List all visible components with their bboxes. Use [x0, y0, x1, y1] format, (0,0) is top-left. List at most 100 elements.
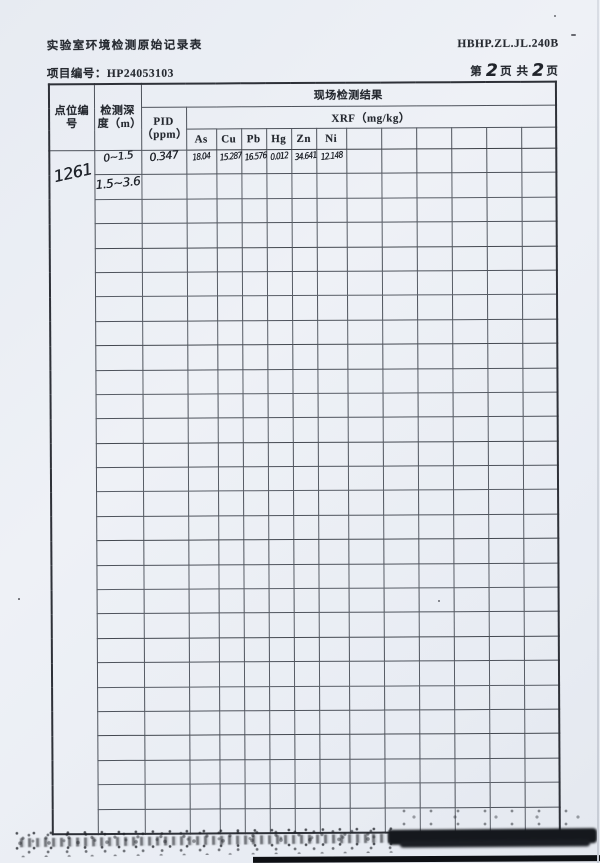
table-row [50, 245, 557, 273]
cell-as [186, 223, 217, 248]
cell-extra [486, 172, 522, 198]
cell-hg [266, 222, 292, 248]
cell-as [187, 418, 218, 443]
table-row [51, 440, 558, 468]
table-header: 点位编号 检测深度（m） 现场检测结果 PID （ppm） XRF（mg/kg） … [48, 81, 557, 151]
cell-cu [217, 344, 243, 370]
cell-extra [454, 758, 490, 783]
cell-extra [383, 514, 419, 540]
cell-depth [95, 296, 143, 322]
cell-extra [486, 197, 522, 222]
cell-extra [346, 271, 383, 296]
cell-pid [142, 393, 188, 419]
cell-hg [269, 734, 295, 760]
cell-pid [144, 759, 190, 785]
cell-extra [381, 246, 417, 272]
cell-extra [384, 734, 420, 759]
cell-ni [316, 271, 348, 296]
handwritten-hg-value: 0.012 [269, 151, 289, 164]
cell-extra [453, 660, 490, 686]
cell-extra [419, 782, 455, 808]
cell-extra [417, 319, 453, 345]
cell-extra [382, 392, 418, 418]
cell-pid [142, 296, 188, 322]
cell-extra [522, 392, 558, 417]
cell-depth [94, 272, 143, 297]
cell-as [187, 369, 218, 394]
cell-extra [419, 734, 455, 759]
cell-cu [218, 613, 244, 638]
cell-extra [348, 612, 384, 638]
cell-extra [417, 465, 454, 491]
cell-extra [523, 635, 559, 661]
table-row [53, 782, 560, 810]
cell-as [187, 393, 218, 419]
cell-extra [452, 441, 488, 466]
cell-extra [521, 221, 557, 246]
cell-depth [97, 711, 145, 736]
handwritten-current-page: 2 [485, 60, 498, 82]
cell-extra [453, 563, 489, 588]
cell-depth: 0~1.5 [94, 149, 142, 175]
scan-speck [18, 598, 20, 600]
cell-hg [269, 759, 295, 784]
cell-cu [218, 540, 244, 565]
cell-extra [348, 563, 384, 589]
cell-cu [216, 247, 242, 272]
cell-pid [142, 467, 189, 492]
table-row [52, 611, 559, 639]
cell-hg [266, 271, 293, 297]
cell-cu [216, 198, 242, 224]
cell-depth [96, 540, 144, 566]
cell-hg [267, 320, 293, 345]
col-header-pb: Pb [241, 128, 267, 150]
cell-hg [268, 515, 294, 540]
scan-bottom-bar [252, 855, 600, 863]
cell-pb [242, 369, 268, 394]
cell-zn [291, 222, 317, 248]
cell-pb [244, 783, 270, 809]
cell-extra [487, 441, 523, 466]
cell-extra [489, 782, 525, 808]
col-header-extra [346, 128, 382, 150]
cell-extra [521, 196, 557, 222]
cell-pid [141, 174, 187, 200]
cell-extra [384, 758, 420, 784]
cell-extra [347, 344, 383, 369]
cell-zn [292, 393, 318, 418]
cell-zn [291, 198, 317, 223]
table-row [50, 270, 558, 297]
cell-pb [242, 393, 268, 419]
cell-extra [382, 295, 418, 320]
table-row [50, 221, 557, 249]
cell-cu [217, 393, 243, 419]
cell-pid [144, 784, 190, 809]
cell-cu [216, 174, 242, 199]
cell-hg [267, 466, 294, 492]
cell-zn [293, 539, 319, 565]
handwritten-depth: 1.5~3.6 [95, 174, 141, 193]
cell-extra [383, 636, 419, 662]
col-header-hg: Hg [266, 128, 292, 150]
cell-as [188, 491, 219, 516]
table-row [52, 660, 560, 688]
cell-pid [142, 320, 188, 346]
cell-cu [219, 759, 245, 785]
cell-as [189, 784, 220, 809]
cell-pid [142, 418, 188, 444]
cell-pid [141, 247, 187, 273]
cell-zn [293, 637, 319, 662]
col-header-point-id: 点位编号 [48, 84, 95, 151]
cell-zn [292, 344, 318, 370]
cell-ni [318, 637, 349, 662]
cell-ni [319, 710, 350, 735]
cell-pid [144, 686, 190, 712]
cell-cu [217, 369, 243, 394]
cell-extra [522, 416, 558, 442]
cell-pid [143, 564, 189, 590]
col-header-zn: Zn [291, 128, 317, 150]
cell-zn [291, 246, 317, 272]
cell-ni [317, 417, 348, 443]
cell-as [188, 515, 219, 541]
handwritten-depth: 0~1.5 [102, 149, 134, 165]
